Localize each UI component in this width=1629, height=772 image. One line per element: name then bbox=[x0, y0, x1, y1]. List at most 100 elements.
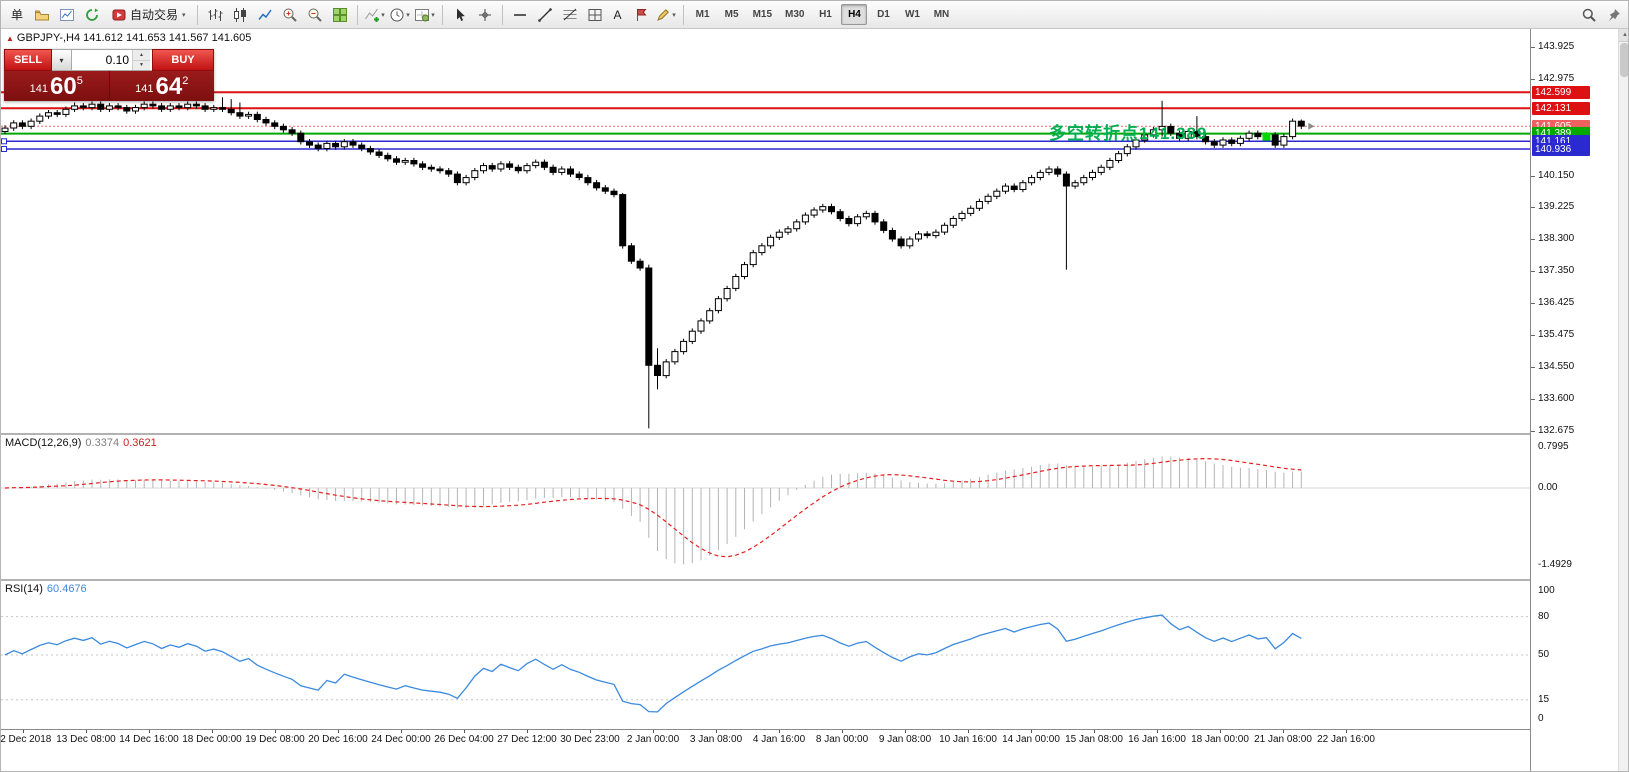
volume-input[interactable] bbox=[72, 50, 132, 70]
zoom-out-icon bbox=[308, 8, 322, 22]
price-axis-label: 142.975 bbox=[1538, 73, 1575, 85]
profiles-icon[interactable] bbox=[30, 3, 54, 27]
time-axis-label: 4 Jan 16:00 bbox=[752, 734, 806, 745]
time-tick bbox=[779, 730, 780, 733]
time-axis-label: 18 Dec 00:00 bbox=[182, 734, 242, 745]
fibonacci-icon[interactable] bbox=[558, 3, 582, 27]
price-chart[interactable] bbox=[1, 29, 1530, 433]
search-icon[interactable] bbox=[1577, 3, 1601, 27]
toolbar-separator bbox=[441, 4, 443, 25]
scroll-up-arrow-icon[interactable]: ▲ bbox=[1619, 29, 1628, 42]
price-axis-label: 132.675 bbox=[1538, 425, 1575, 436]
volume-down-button[interactable]: ▼ bbox=[133, 60, 150, 70]
macd-chart[interactable] bbox=[1, 435, 1530, 579]
buy-button[interactable]: BUY bbox=[152, 49, 214, 71]
main-chart-panel[interactable]: ▲ GBPJPY-,H4 141.612 141.653 141.567 141… bbox=[1, 29, 1530, 433]
trendline-icon[interactable] bbox=[533, 3, 557, 27]
zoom-out-icon[interactable] bbox=[303, 3, 327, 27]
indicators-icon[interactable]: ▾ bbox=[363, 3, 387, 27]
tile-windows-icon[interactable] bbox=[328, 3, 352, 27]
signal-marker[interactable] bbox=[1262, 132, 1271, 141]
vertical-scrollbar[interactable]: ▲ bbox=[1618, 29, 1628, 771]
line-chart-icon bbox=[257, 9, 272, 20]
text-tool-button[interactable]: A bbox=[608, 4, 628, 26]
time-axis-label: 19 Dec 08:00 bbox=[245, 734, 305, 745]
time-axis-label: 8 Jan 00:00 bbox=[815, 734, 869, 745]
time-axis-label: 15 Jan 08:00 bbox=[1065, 734, 1123, 745]
pushpin-icon[interactable] bbox=[1602, 3, 1626, 27]
time-axis-label: 27 Dec 12:00 bbox=[497, 734, 557, 745]
time-axis-label: 21 Jan 08:00 bbox=[1254, 734, 1312, 745]
turning-point-annotation[interactable]: 多空转折点141.389 bbox=[1049, 124, 1208, 143]
refresh-icon[interactable] bbox=[80, 3, 104, 27]
trade-options-dropdown[interactable]: ▾ bbox=[52, 49, 72, 71]
candlestick-icon[interactable] bbox=[228, 3, 252, 27]
timeframe-h1-button[interactable]: H1 bbox=[819, 9, 832, 20]
new-order-button[interactable]: 单 bbox=[5, 4, 29, 26]
macd-axis-label: 0.7995 bbox=[1538, 441, 1569, 452]
chart-window-icon[interactable] bbox=[55, 3, 79, 27]
time-tick bbox=[1220, 730, 1221, 733]
timeframe-h4-button[interactable]: H4 bbox=[841, 4, 868, 25]
hline-icon[interactable] bbox=[508, 3, 532, 27]
cursor-icon[interactable] bbox=[448, 3, 472, 27]
draw-tool-icon[interactable]: ▾ bbox=[654, 3, 678, 27]
dropdown-caret-icon: ▾ bbox=[182, 11, 186, 19]
line-chart-icon[interactable] bbox=[253, 3, 277, 27]
hline-icon bbox=[513, 13, 526, 16]
price-tick bbox=[1531, 335, 1535, 337]
arrow-tool-icon[interactable] bbox=[629, 3, 653, 27]
time-axis-label: 30 Dec 23:00 bbox=[560, 734, 620, 745]
time-axis-label: 2 Jan 00:00 bbox=[626, 734, 680, 745]
macd-axis-label: -1.4929 bbox=[1538, 558, 1572, 570]
crosshair-icon[interactable] bbox=[473, 3, 497, 27]
scrollbar-thumb[interactable] bbox=[1620, 43, 1628, 77]
rsi-name: RSI(14) bbox=[5, 583, 43, 595]
price-tick bbox=[1531, 239, 1535, 240]
macd-main-value: 0.3374 bbox=[85, 437, 120, 449]
macd-panel[interactable]: MACD(12,26,9) 0.3374 0.3621 bbox=[1, 433, 1530, 579]
sell-price-display[interactable]: 141 60 5 bbox=[4, 71, 109, 101]
timeframe-d1-button[interactable]: D1 bbox=[877, 9, 890, 20]
rsi-axis-label: 50 bbox=[1538, 649, 1550, 660]
time-tick bbox=[149, 730, 150, 733]
shapes-icon bbox=[588, 8, 602, 21]
price-tag-140.936: 140.936 bbox=[1532, 142, 1590, 156]
volume-stepper: ▲ ▼ bbox=[132, 50, 150, 70]
rsi-chart[interactable] bbox=[1, 581, 1530, 729]
macd-label: MACD(12,26,9) 0.3374 0.3621 bbox=[5, 437, 157, 449]
price-tick bbox=[1531, 367, 1535, 368]
price-axis-label: 139.225 bbox=[1538, 201, 1575, 213]
bar-chart-icon[interactable] bbox=[203, 3, 227, 27]
sell-button[interactable]: SELL bbox=[4, 49, 52, 71]
periods-icon[interactable]: ▾ bbox=[388, 3, 412, 27]
price-tick bbox=[1531, 399, 1535, 401]
buy-price-display[interactable]: 141 64 2 bbox=[108, 71, 215, 101]
line-handle[interactable] bbox=[1, 138, 7, 145]
time-tick bbox=[1031, 730, 1032, 733]
autotrade-button[interactable]: 自动交易 ▾ bbox=[105, 4, 192, 26]
timeframe-m5-button[interactable]: M5 bbox=[724, 9, 739, 20]
time-axis[interactable]: 12 Dec 2018 13 Dec 08:00 14 Dec 16:00 18 De… bbox=[1, 729, 1530, 747]
timeframe-m1-button[interactable]: M1 bbox=[695, 9, 710, 20]
timeframe-m15-button[interactable]: M15 bbox=[752, 9, 773, 20]
timeframe-mn-button[interactable]: MN bbox=[933, 9, 950, 20]
volume-box: ▲ ▼ bbox=[72, 49, 152, 71]
price-axis-label: 140.150 bbox=[1538, 169, 1575, 181]
volume-up-button[interactable]: ▲ bbox=[133, 50, 150, 61]
rsi-panel[interactable]: RSI(14) 60.4676 bbox=[1, 579, 1530, 729]
time-axis-label: 26 Dec 04:00 bbox=[434, 734, 494, 745]
zoom-in-icon bbox=[283, 8, 297, 22]
timeframe-m30-button[interactable]: M30 bbox=[785, 9, 805, 20]
zoom-in-icon[interactable] bbox=[278, 3, 302, 27]
price-axis[interactable]: 143.925 142.975 140.150 139.225 138.300 137.3… bbox=[1530, 29, 1618, 771]
shapes-icon[interactable] bbox=[583, 3, 607, 27]
time-tick bbox=[1346, 730, 1347, 733]
price-axis-label: 133.600 bbox=[1538, 393, 1575, 405]
templates-icon[interactable]: ▾ bbox=[413, 3, 437, 27]
timeframe-w1-button[interactable]: W1 bbox=[904, 9, 920, 20]
rsi-label: RSI(14) 60.4676 bbox=[5, 583, 87, 595]
bar-chart-icon bbox=[208, 8, 223, 21]
line-handle[interactable] bbox=[1, 146, 7, 152]
macd-histogram bbox=[13, 456, 1302, 565]
